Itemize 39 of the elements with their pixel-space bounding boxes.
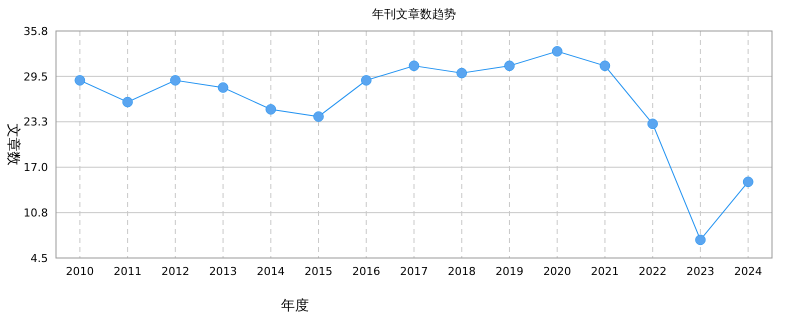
x-tick-label: 2012 [161, 265, 190, 278]
point [122, 96, 133, 108]
point [456, 68, 467, 78]
x-tick-label: 2020 [543, 265, 572, 278]
x-axis-title: 年度 [281, 298, 309, 314]
x-tick-label: 2024 [734, 265, 762, 278]
x-tick-label: 2021 [590, 265, 619, 278]
point [552, 46, 562, 57]
y-tick-label: 10.8 [24, 206, 48, 220]
point [266, 104, 276, 115]
x-tick-label: 2014 [256, 265, 285, 278]
point [74, 75, 86, 86]
point [408, 60, 420, 72]
y-axis-title: 文章数 [5, 124, 21, 166]
point [218, 82, 228, 93]
point [170, 75, 181, 86]
chart-title: 年刊文章数趋势 [372, 7, 456, 21]
x-tick-label: 2016 [352, 265, 380, 278]
x-tick-label: 2023 [686, 265, 714, 278]
x-tick-label: 2017 [400, 265, 428, 278]
y-tick-label: 29.5 [24, 70, 48, 84]
y-tick-label: 35.8 [24, 24, 48, 38]
point [647, 118, 658, 130]
x-tick-label: 2022 [638, 265, 667, 278]
point [742, 176, 754, 188]
x-tick-label: 2015 [304, 265, 333, 278]
point [313, 111, 324, 122]
x-tick-label: 2010 [66, 265, 94, 278]
x-tick-label: 2019 [495, 265, 524, 278]
point [600, 60, 610, 72]
point [695, 234, 706, 246]
x-tick-label: 2011 [114, 265, 142, 278]
x-tick-label: 2013 [209, 265, 238, 278]
y-tick-label: 4.5 [30, 252, 48, 265]
x-tick-label: 2018 [448, 265, 476, 278]
y-tick-label: 23.3 [24, 116, 48, 129]
point [361, 75, 372, 86]
point [504, 60, 515, 72]
y-tick-label: 17.0 [24, 161, 48, 174]
